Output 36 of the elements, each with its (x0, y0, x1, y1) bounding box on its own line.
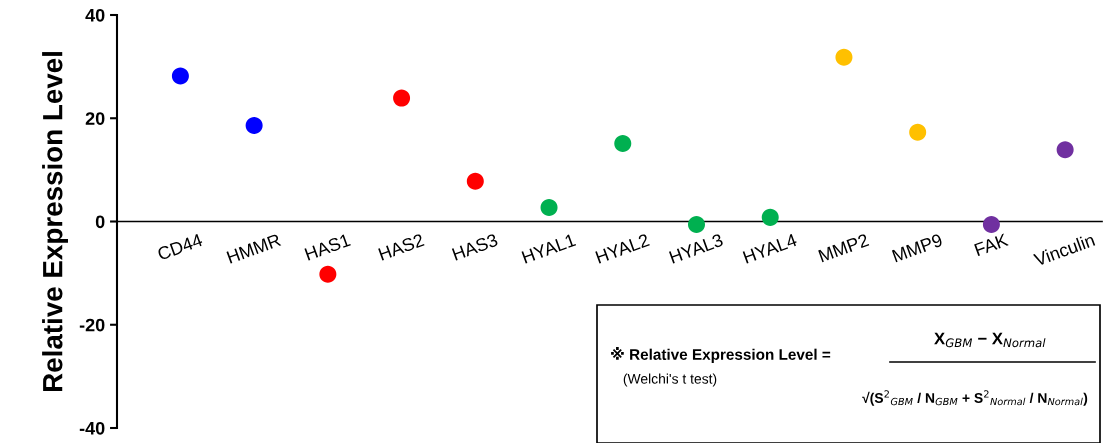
point (687, 216, 705, 234)
x-tick-label: HAS2 (378, 233, 425, 261)
point (245, 116, 263, 134)
point (909, 123, 927, 141)
point (466, 172, 484, 190)
x-tick-label: Vinculin (1032, 233, 1096, 267)
x-tick-label: MMP2 (818, 233, 870, 263)
annotation: (Welchi's t test) (623, 373, 717, 387)
x-tick-label: HYAL4 (742, 233, 798, 264)
y-tick-label: -20 (79, 318, 105, 332)
text: √(S$^{2}$$_{GBM}$ / N$_{GBM}$ + S$^{2}$$_{Normal}$ / N$_{Normal}$) (862, 390, 1088, 406)
point (1056, 141, 1074, 159)
x-tick-label: HYAL1 (521, 233, 577, 264)
point (614, 135, 632, 153)
y-tick-label: 40 (85, 8, 105, 22)
x-tick-label: HMMR (226, 233, 282, 264)
x-tick-label: CD44 (156, 233, 204, 261)
point (171, 67, 189, 85)
x-tick-label: HAS3 (451, 233, 499, 261)
point (540, 199, 558, 217)
x-tick-label: HAS1 (304, 233, 351, 261)
x-tick-label: FAK (974, 233, 1009, 257)
y-tick-label: 20 (85, 112, 105, 125)
annotation: X$_{GBM}$ − X$_{Normal}$ (934, 332, 1046, 348)
y-axis-title: Relative Expression Level (42, 52, 68, 392)
point (982, 216, 1000, 234)
x-tick-label: HYAL2 (595, 233, 650, 264)
point (319, 265, 337, 283)
x-tick-label: MMP9 (891, 233, 944, 263)
y-tick-label: -40 (79, 421, 105, 435)
annotation: ※ Relative Expression Level = (611, 347, 831, 363)
point (835, 48, 853, 66)
point (393, 89, 411, 107)
point (761, 208, 779, 226)
y-tick-label: 0 (95, 215, 105, 229)
x-tick-label: HYAL3 (668, 233, 724, 264)
